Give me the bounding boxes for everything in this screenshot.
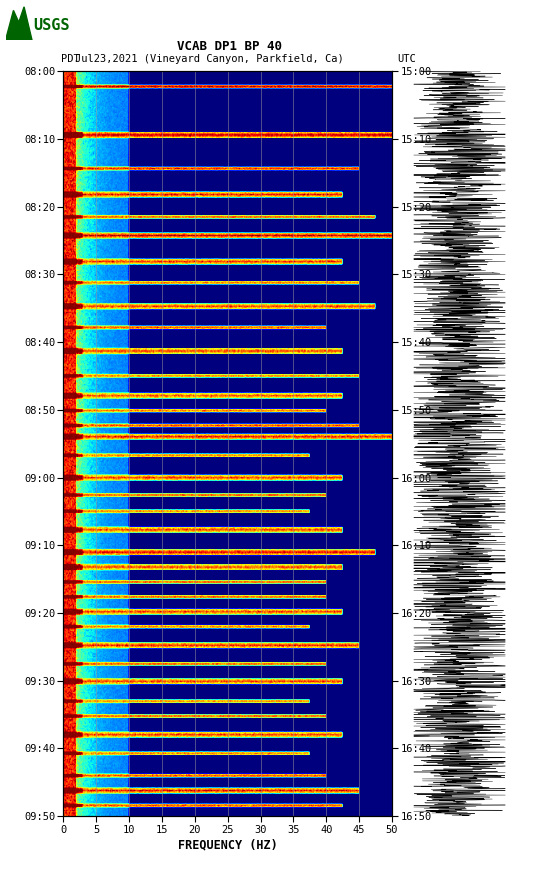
Text: Jul23,2021 (Vineyard Canyon, Parkfield, Ca): Jul23,2021 (Vineyard Canyon, Parkfield, … (76, 54, 344, 63)
Polygon shape (6, 7, 32, 40)
Text: VCAB DP1 BP 40: VCAB DP1 BP 40 (177, 40, 282, 54)
Text: UTC: UTC (397, 54, 416, 63)
X-axis label: FREQUENCY (HZ): FREQUENCY (HZ) (178, 838, 278, 852)
Text: PDT: PDT (61, 54, 79, 63)
Text: USGS: USGS (33, 19, 70, 33)
